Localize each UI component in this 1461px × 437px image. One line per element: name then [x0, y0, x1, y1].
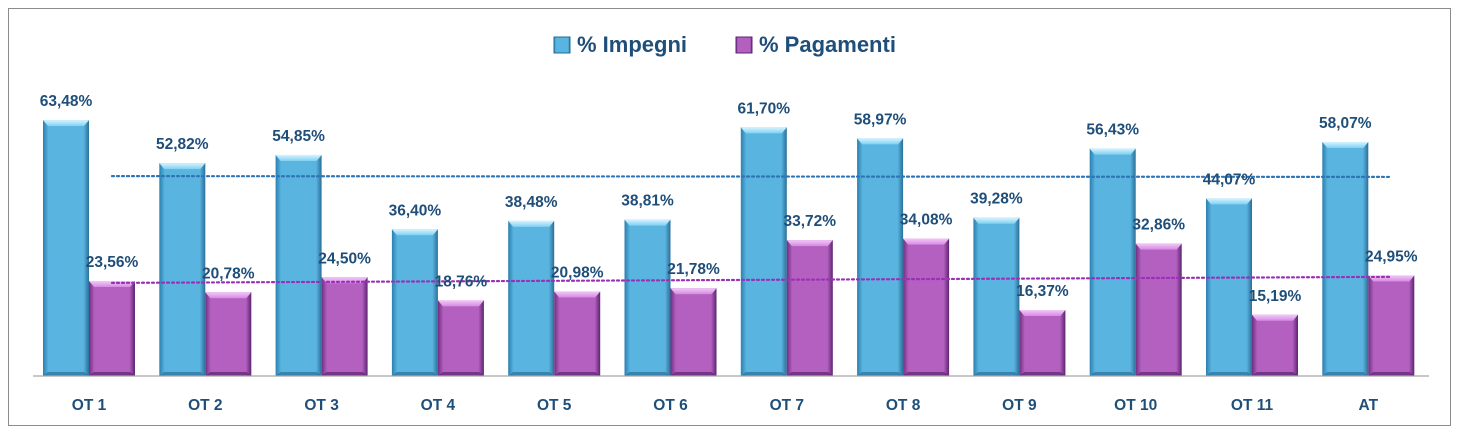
- x-axis: OT 1 OT 2 OT 3 OT 4 OT 5 OT 6 OT 7 OT 8 OT 9 OT 1…: [33, 375, 1429, 414]
- data-label-impegni-10: 44,07%: [1203, 171, 1256, 188]
- x-tick-label-6: OT 7: [770, 397, 804, 414]
- trendlines-layer: [110, 175, 1393, 285]
- bar-pagamenti-2: [321, 277, 368, 376]
- data-label-pagamenti-0: 23,56%: [86, 254, 139, 271]
- data-label-impegni-4: 38,48%: [505, 194, 558, 211]
- bar-impegni-5: [624, 219, 671, 376]
- bar-impegni-2: [275, 154, 322, 376]
- bar-pagamenti-4: [554, 291, 601, 376]
- chart-frame: % Impegni % Pagamenti 63,48% 23,56% 52,82% 2…: [8, 8, 1451, 426]
- data-label-impegni-9: 56,43%: [1086, 122, 1139, 139]
- x-tick-label-7: OT 8: [886, 397, 921, 414]
- bar-pagamenti-5: [670, 288, 717, 376]
- legend-swatch-pagamenti: [735, 36, 753, 54]
- data-label-pagamenti-11: 24,95%: [1365, 248, 1418, 265]
- bar-pagamenti-3: [437, 300, 484, 376]
- data-label-pagamenti-10: 15,19%: [1249, 288, 1302, 305]
- data-label-pagamenti-2: 24,50%: [318, 250, 371, 267]
- bar-pagamenti-7: [903, 238, 950, 376]
- bar-impegni-1: [159, 163, 206, 376]
- bar-impegni-3: [391, 229, 438, 376]
- data-label-impegni-5: 38,81%: [621, 193, 674, 210]
- bar-impegni-6: [740, 127, 787, 376]
- bar-impegni-0: [43, 120, 89, 376]
- bar-impegni-8: [973, 217, 1020, 376]
- trendline-impegni: [110, 175, 1393, 179]
- data-label-impegni-11: 58,07%: [1319, 115, 1372, 132]
- data-label-impegni-2: 54,85%: [272, 128, 325, 145]
- data-label-impegni-3: 36,40%: [389, 202, 442, 219]
- x-tick-label-4: OT 5: [537, 397, 572, 414]
- data-label-pagamenti-3: 18,76%: [435, 273, 488, 290]
- legend: % Impegni % Pagamenti: [553, 32, 896, 57]
- data-label-pagamenti-1: 20,78%: [202, 265, 255, 282]
- data-label-impegni-0: 63,48%: [40, 93, 93, 110]
- data-label-pagamenti-9: 32,86%: [1132, 217, 1185, 234]
- bar-pagamenti-1: [205, 292, 252, 376]
- bar-pagamenti-10: [1252, 314, 1298, 376]
- bar-pagamenti-0: [89, 281, 135, 376]
- x-tick-label-5: OT 6: [653, 397, 688, 414]
- data-label-pagamenti-5: 21,78%: [667, 261, 720, 278]
- x-tick-label-2: OT 3: [304, 397, 339, 414]
- bar-pagamenti-11: [1368, 275, 1415, 376]
- x-tick-label-8: OT 9: [1002, 397, 1037, 414]
- x-tick-label-1: OT 2: [188, 397, 222, 414]
- data-label-impegni-1: 52,82%: [156, 136, 209, 153]
- data-labels-layer: 63,48% 23,56% 52,82% 20,78% 54,85% 24,50% 36,4…: [40, 93, 1418, 305]
- data-label-pagamenti-4: 20,98%: [551, 264, 604, 281]
- data-label-impegni-8: 39,28%: [970, 191, 1023, 208]
- bar-pagamenti-6: [786, 240, 833, 376]
- bar-impegni-10: [1206, 198, 1252, 376]
- bar-chart: % Impegni % Pagamenti 63,48% 23,56% 52,82% 2…: [33, 32, 1429, 414]
- trendline-pagamenti: [110, 275, 1393, 285]
- x-tick-label-9: OT 10: [1114, 397, 1157, 414]
- bar-pagamenti-8: [1019, 310, 1066, 376]
- legend-label-pagamenti: % Pagamenti: [759, 32, 896, 57]
- data-label-pagamenti-8: 16,37%: [1016, 283, 1069, 300]
- data-label-pagamenti-6: 33,72%: [784, 213, 837, 230]
- x-tick-label-3: OT 4: [421, 397, 456, 414]
- bar-pagamenti-9: [1135, 243, 1182, 376]
- data-label-pagamenti-7: 34,08%: [900, 212, 953, 229]
- bar-impegni-7: [857, 138, 904, 376]
- bars-layer: [43, 120, 1415, 376]
- bar-impegni-4: [508, 220, 555, 376]
- data-label-impegni-7: 58,97%: [854, 111, 907, 128]
- x-tick-label-11: AT: [1359, 397, 1379, 414]
- legend-swatch-impegni: [553, 36, 571, 54]
- x-tick-label-0: OT 1: [72, 397, 107, 414]
- x-tick-label-10: OT 11: [1231, 397, 1274, 414]
- legend-label-impegni: % Impegni: [577, 32, 687, 57]
- bar-impegni-11: [1322, 141, 1369, 376]
- data-label-impegni-6: 61,70%: [738, 100, 791, 117]
- bar-impegni-9: [1089, 148, 1136, 376]
